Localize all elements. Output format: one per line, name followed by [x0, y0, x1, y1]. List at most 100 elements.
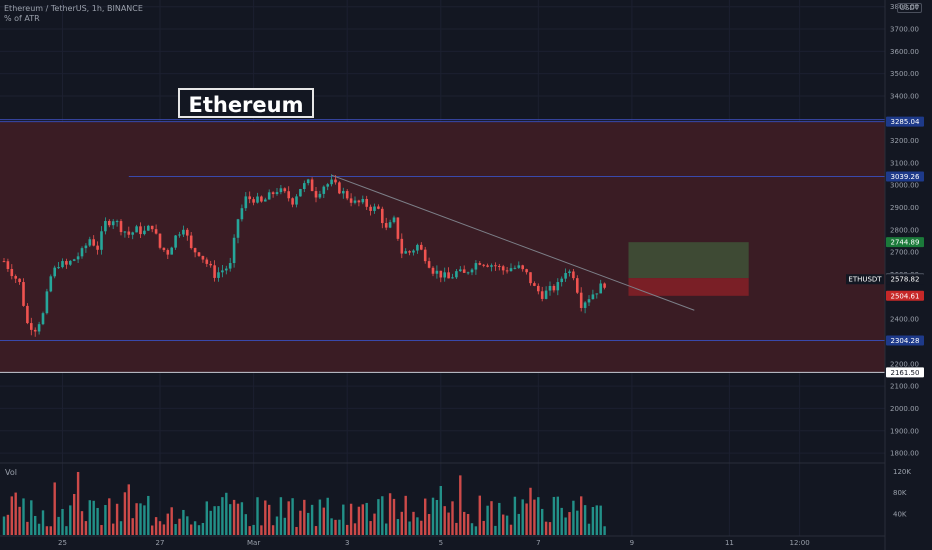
- candle-body: [174, 235, 177, 248]
- candle-body: [579, 292, 583, 308]
- candle-body: [587, 299, 591, 303]
- candle-body: [72, 259, 76, 261]
- candle-body: [256, 196, 259, 203]
- volume-bar: [112, 523, 115, 535]
- volume-tick: 80K: [893, 489, 907, 497]
- candle-body: [388, 222, 392, 228]
- volume-bar: [275, 516, 279, 535]
- candle-body: [303, 183, 306, 189]
- price-tick: 3500.00: [890, 70, 919, 78]
- price-axis-ticks: 3800.00 3700.00 3600.00 3500.00 3400.00 3200.…: [890, 3, 919, 457]
- candle-body: [342, 191, 345, 194]
- volume-bar: [443, 506, 446, 535]
- volume-bar: [494, 525, 497, 535]
- candle-body: [420, 244, 423, 250]
- volume-bar: [225, 492, 228, 535]
- ethereum-annotation[interactable]: Ethereum: [178, 88, 314, 118]
- candle-body: [564, 273, 567, 279]
- price-tag: [886, 237, 924, 248]
- candle-body: [466, 272, 470, 274]
- trendline[interactable]: [331, 174, 695, 311]
- volume-tick: 120K: [893, 468, 911, 476]
- indicator-line[interactable]: % of ATR: [4, 14, 40, 23]
- candle-body: [412, 250, 415, 253]
- volume-label: Vol: [5, 468, 17, 477]
- volume-bar: [2, 516, 6, 535]
- time-tick: 9: [630, 539, 634, 547]
- candle-body: [377, 206, 380, 209]
- volume-bar: [326, 497, 329, 535]
- candle-body: [353, 200, 357, 203]
- volume-bar: [80, 511, 84, 535]
- candle-body: [318, 193, 322, 198]
- volume-bar: [279, 497, 283, 535]
- volume-bar: [502, 514, 505, 535]
- volume-bar: [92, 500, 95, 535]
- price-tag: [886, 274, 924, 285]
- candle-body: [131, 232, 134, 235]
- price-tick: 2000.00: [890, 405, 919, 413]
- candle-body: [37, 324, 41, 332]
- candle-body: [521, 265, 524, 270]
- volume-bar: [548, 522, 552, 535]
- currency-button[interactable]: USDT: [896, 3, 922, 13]
- volume-bars: [2, 471, 606, 535]
- candle-body: [252, 199, 255, 203]
- candle-body: [69, 260, 72, 265]
- candle-body: [170, 247, 173, 255]
- price-tick: 2400.00: [890, 316, 919, 324]
- symbol-line[interactable]: Ethereum / TetherUS, 1h, BINANCE: [4, 4, 143, 13]
- candle-body: [182, 229, 185, 235]
- candle-body: [427, 261, 431, 268]
- volume-bar: [10, 496, 13, 535]
- volume-bar: [221, 497, 224, 535]
- volume-bar: [182, 509, 185, 535]
- candle-body: [10, 268, 14, 277]
- volume-bar: [556, 496, 559, 535]
- volume-bar: [373, 513, 376, 535]
- volume-bar: [100, 525, 103, 535]
- price-tick: 2700.00: [890, 249, 919, 257]
- volume-bar: [232, 499, 236, 535]
- candle-body: [14, 276, 17, 279]
- volume-bar: [322, 507, 325, 535]
- volume-bar: [310, 504, 314, 535]
- position-tool[interactable]: [628, 242, 749, 296]
- volume-bar: [190, 524, 193, 535]
- candle-body: [560, 278, 563, 283]
- volume-bar: [509, 524, 513, 535]
- candle-body: [178, 234, 181, 236]
- candle-body: [408, 251, 411, 253]
- volume-bar: [330, 518, 333, 535]
- candle-body: [18, 278, 21, 283]
- volume-bar: [193, 521, 197, 535]
- volume-bar: [209, 510, 212, 535]
- volume-bar: [119, 521, 123, 535]
- volume-bar: [45, 526, 49, 535]
- volume-bar: [338, 519, 341, 535]
- candle-body: [76, 256, 80, 260]
- price-tick: 3000.00: [890, 182, 919, 190]
- candle-body: [498, 265, 501, 267]
- volume-bar: [572, 500, 575, 535]
- volume-bar: [369, 521, 372, 535]
- volume-bar: [420, 520, 423, 535]
- target-zone: [628, 242, 749, 279]
- volume-bar: [416, 517, 419, 535]
- candle-body: [509, 268, 513, 272]
- volume-bar: [400, 511, 403, 535]
- price-tag: [886, 171, 924, 182]
- volume-bar: [541, 508, 544, 535]
- candles: [2, 174, 606, 337]
- volume-bar: [365, 502, 368, 535]
- price-tag-value: 2504.61: [891, 292, 920, 300]
- candle-body: [162, 247, 166, 251]
- price-labels: 3285.043039.262744.892584.012578.82ETHUS…: [846, 116, 924, 378]
- volume-bar: [213, 506, 216, 535]
- volume-bar: [88, 500, 91, 535]
- volume-bar: [84, 521, 88, 535]
- volume-bar: [346, 524, 349, 535]
- volume-bar: [342, 504, 345, 535]
- volume-bar: [396, 519, 400, 535]
